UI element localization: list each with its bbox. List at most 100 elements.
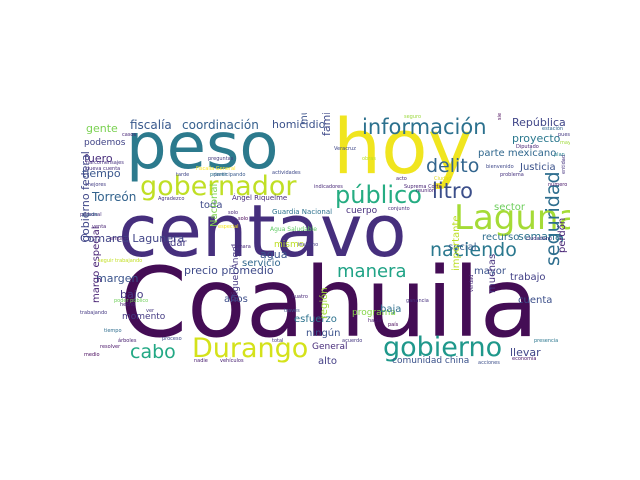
word-medio: medio — [84, 352, 100, 358]
word-gente: gente — [86, 122, 118, 135]
word-hacia: hacia — [368, 318, 382, 324]
word-muchas: muchas — [487, 253, 498, 293]
word-vehiculos: vehículos — [220, 358, 244, 364]
word-traves: través — [284, 308, 300, 314]
word-naciendo: naciendo — [430, 239, 517, 261]
word-semana: semana — [518, 230, 562, 243]
word-cuerpo: cuerpo — [346, 206, 378, 216]
word-delito: delito — [426, 155, 480, 177]
word-personal: personal — [80, 212, 102, 218]
word-estacion: estación — [542, 126, 564, 132]
word-recurso: recurso — [482, 232, 520, 243]
word-casos: casos — [122, 132, 137, 138]
word-presencia: presencia — [534, 338, 559, 344]
word-ganancia: ganancia — [406, 298, 429, 304]
word-homicidio: homicidio — [272, 118, 326, 131]
word-resolver: resolver — [100, 344, 121, 350]
word-familias: familias — [320, 113, 333, 136]
word-centavo: centavo — [118, 189, 407, 273]
word-diputado: Diputado — [516, 144, 539, 150]
word-comarca-lagunera: Comarca Lagunera — [80, 232, 185, 245]
word-hoy: hoy — [333, 113, 473, 191]
word-general: General — [312, 342, 348, 352]
word-proyecto: proyecto — [512, 132, 561, 145]
word-agua-saludable: Agua Saludable — [270, 226, 317, 233]
word-veracruz: Veracruz — [334, 146, 356, 152]
word-perdon: perdón — [557, 217, 568, 253]
word-cloud: Coahuila centavo peso hoy Laguna goberna… — [78, 113, 570, 371]
word-laguna: Laguna — [454, 198, 570, 238]
word-precio-promedio: precio promedio — [184, 264, 274, 277]
word-tiempo-small: tiempo — [104, 328, 122, 334]
word-economia: economía — [512, 356, 537, 362]
word-region: región — [319, 287, 330, 319]
word-republica: República — [512, 116, 566, 129]
word-ningun: ningún — [306, 328, 341, 339]
word-mismo: mismo — [274, 240, 305, 250]
word-acto: acto — [396, 176, 407, 182]
word-angel-riquelme: Ángel Riquelme — [232, 194, 288, 202]
word-ayudar: ayudar — [292, 230, 310, 236]
word-empleo: empleo — [110, 236, 129, 242]
word-fiscalia-general: Fiscalía General — [196, 166, 236, 172]
word-proceso: proceso — [162, 336, 182, 342]
word-agradezco: Agradezco — [158, 196, 185, 202]
word-tiempo: tiempo — [82, 167, 121, 180]
word-trabajo: trabajo — [510, 272, 546, 283]
word-llevar: llevar — [510, 346, 541, 359]
word-primer: primer — [210, 172, 227, 178]
word-mejores: mejores — [86, 182, 107, 188]
word-fiscalia: fiscalía — [130, 118, 172, 132]
word-siempre: siempre — [497, 113, 503, 120]
word-programa: programa — [352, 308, 396, 318]
word-podemos: podemos — [84, 138, 126, 148]
word-cuenta: cuenta — [518, 295, 553, 306]
word-social: social — [448, 242, 477, 253]
word-dar: dar — [170, 238, 187, 249]
word-especial: especial — [218, 224, 239, 230]
word-conjunto: conjunto — [388, 206, 410, 212]
word-invierno: invierno — [298, 242, 319, 248]
word-nueva-cuenta: nueva cuenta — [86, 166, 121, 172]
word-publico: público — [335, 181, 422, 209]
word-durango: Durango — [192, 333, 309, 364]
word-gobierno: gobierno — [383, 332, 503, 363]
word-hecho: hecho — [120, 302, 136, 308]
word-obras: obras — [362, 156, 376, 162]
word-momento: momento — [122, 312, 166, 322]
word-coahuila: Coahuila — [120, 247, 539, 359]
word-tarde: tarde — [176, 172, 190, 178]
word-pues: pues — [558, 132, 570, 138]
word-nacional: Nacional — [209, 183, 220, 227]
word-puede: puede — [82, 212, 98, 218]
word-servicio: servicio — [242, 258, 281, 269]
word-cabo: cabo — [130, 341, 176, 363]
word-acuerdo: acuerdo — [342, 338, 363, 344]
word-seguro: seguro — [404, 114, 422, 120]
word-alto: alto — [318, 356, 337, 367]
word-peso: peso — [126, 113, 279, 184]
word-parte-mexicano: parte mexicano — [478, 148, 557, 159]
word-nadie: nadie — [194, 358, 208, 364]
word-suprema-corte: Suprema Corte — [404, 184, 442, 190]
word-agua: agua — [260, 248, 288, 261]
word-esfuerzo: esfuerzo — [294, 314, 337, 325]
word-municipio: municipio — [299, 113, 310, 125]
word-camara: cámara — [232, 244, 251, 250]
word-seguir-trabajando: seguir trabajando — [98, 258, 143, 264]
word-miguel-angel: Miguel Ángel — [231, 243, 241, 302]
word-torreon: Torreón — [92, 190, 137, 204]
word-guardia-nacional: Guardia Nacional — [272, 208, 333, 216]
word-comunidad-china: comunidad china — [392, 356, 470, 366]
word-coordinacion: coordinación — [182, 118, 259, 132]
word-margen: margen — [96, 272, 139, 285]
word-participando: participando — [214, 172, 246, 178]
word-preguntas: preguntas — [208, 156, 234, 162]
word-ciudadano: ciudadano — [526, 236, 553, 242]
word-ciudad: Ciudad — [434, 176, 452, 182]
word-ver: ver — [146, 308, 155, 314]
word-justicia: Justicia — [520, 162, 556, 173]
word-numero: número — [548, 182, 568, 188]
word-poder-publico: poder público — [114, 298, 149, 304]
word-pais: país — [388, 322, 399, 328]
